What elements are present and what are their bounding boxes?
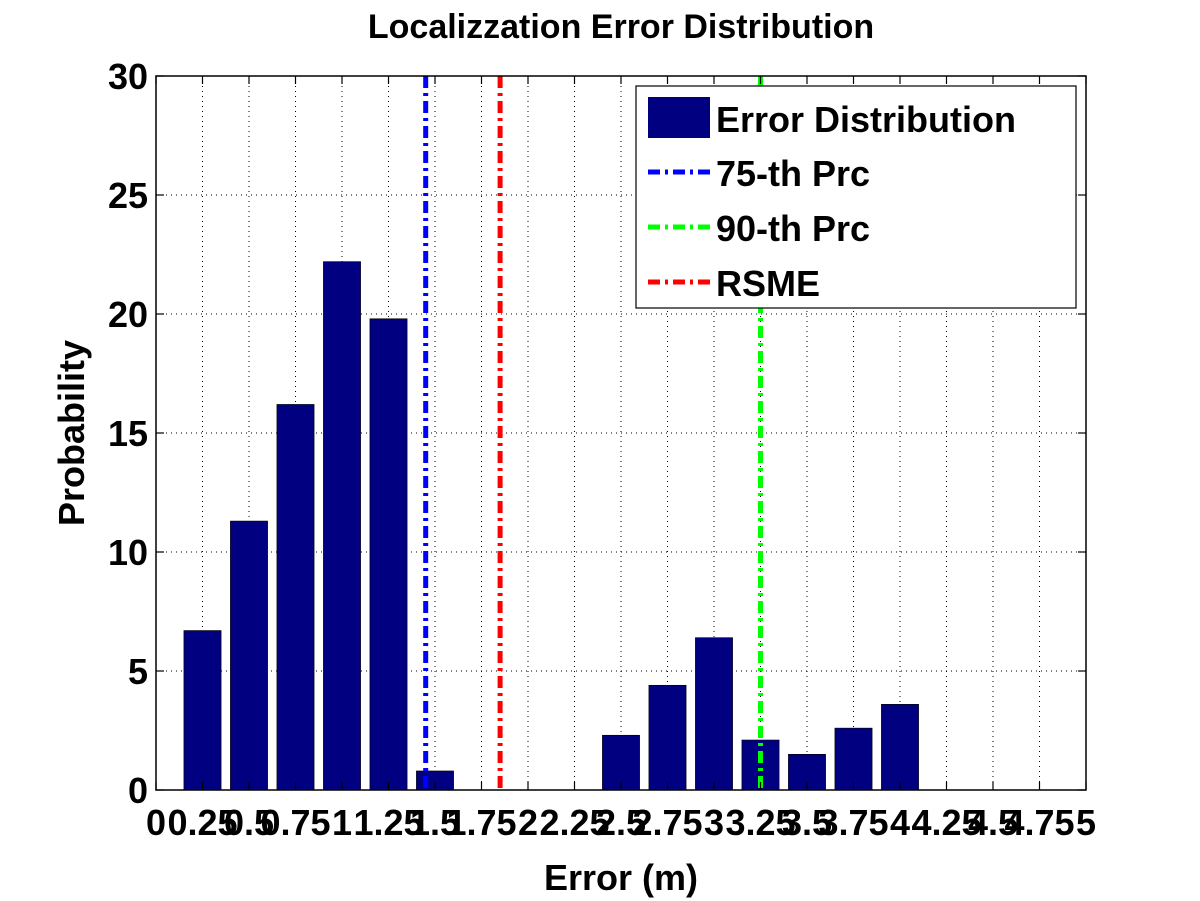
y-tick-label: 15 [108,413,148,454]
y-tick-label: 10 [108,532,148,573]
y-tick-label: 25 [108,175,148,216]
bar [834,727,873,791]
x-axis-label: Error (m) [544,857,698,898]
y-tick-label: 5 [128,651,148,692]
x-tick-label: 2 [518,802,538,843]
x-tick-label: 1.75 [446,802,516,843]
bar [276,404,315,791]
x-tick-label: 2.75 [632,802,702,843]
bar [881,704,919,791]
bar [369,318,408,791]
bar [183,630,222,791]
bar [323,261,361,791]
chart-title: Localizzation Error Distribution [368,8,874,46]
legend-label-90th-prc: 90-th Prc [716,208,870,249]
legend-swatch-error-distribution [648,97,710,138]
x-tick-label: 4.25 [911,802,981,843]
legend-label-rsme: RSME [716,263,820,304]
x-tick-label: 2.5 [596,802,646,843]
y-tick-labels: 0 5 10 15 20 25 30 [108,56,148,811]
y-tick-label: 20 [108,294,148,335]
y-tick-label: 30 [108,56,148,97]
bar [230,520,268,791]
x-tick-label: 3 [704,802,724,843]
x-tick-labels: 0 0.250.50.75 1 1.251.51.75 2 2.252.52.75 3 3.2… [146,802,1096,843]
bar [602,734,640,791]
x-tick-label: 0.75 [260,802,330,843]
x-tick-label: 3.25 [725,802,795,843]
legend-label-75th-prc: 75-th Prc [716,153,870,194]
bars-layer [183,261,919,791]
ticks-layer [155,75,1087,791]
x-tick-label: 2.25 [539,802,609,843]
x-tick-label: 4.75 [1004,802,1074,843]
x-tick-label: 3.5 [782,802,832,843]
legend: Error Distribution 75-th Prc 90-th Prc R… [635,85,1077,309]
y-tick-label: 0 [128,770,148,811]
x-tick-label: 0 [146,802,166,843]
x-tick-label: 0.5 [224,802,274,843]
x-tick-label: 1 [332,802,352,843]
legend-label-error-distribution: Error Distribution [716,99,1016,140]
bar [648,684,687,791]
x-tick-label: 3.75 [818,802,888,843]
y-axis-label: Probability [51,340,92,526]
x-tick-label: 1.5 [410,802,460,843]
x-tick-label: 4.5 [968,802,1018,843]
x-tick-label: 5 [1076,802,1096,843]
x-tick-label: 1.25 [353,802,423,843]
bar [695,637,733,791]
x-tick-label: 0.25 [167,802,237,843]
x-tick-label: 4 [890,802,910,843]
